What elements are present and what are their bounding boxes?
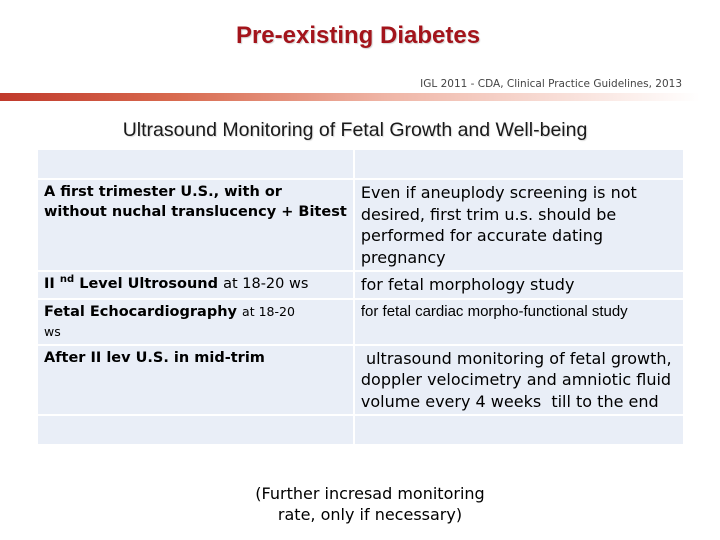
row-description: ultrasound monitoring of fetal growth, d… bbox=[360, 348, 677, 411]
title-divider bbox=[0, 93, 700, 101]
footnote-line: (Further incresad monitoring bbox=[255, 484, 485, 503]
row-description: Even if aneuplody screening is not desir… bbox=[360, 183, 637, 267]
table-footer-row bbox=[38, 416, 683, 444]
footnote-line: rate, only if necessary) bbox=[277, 505, 463, 524]
table-cell: II nd Level Ultrosound at 18-20 ws bbox=[38, 272, 353, 298]
table-cell: A first trimester U.S., with or without … bbox=[38, 180, 353, 270]
table-cell: Fetal Echocardiography at 18-20 ws bbox=[38, 299, 353, 344]
table-cell: After II lev U.S. in mid-trim bbox=[38, 345, 353, 414]
table-cell bbox=[352, 416, 683, 444]
table-cell: for fetal morphology study bbox=[352, 272, 683, 298]
label-prefix: II bbox=[44, 276, 55, 292]
table-row: II nd Level Ultrosound at 18-20 ws for f… bbox=[38, 272, 683, 298]
row-description: for fetal cardiac morpho-functional stud… bbox=[360, 302, 628, 320]
label-superscript: nd bbox=[59, 274, 75, 286]
guidelines-table: A first trimester U.S., with or without … bbox=[38, 148, 683, 446]
table-row: After II lev U.S. in mid-trim ultrasound… bbox=[38, 345, 683, 414]
label-suffix: at 18-20 ws bbox=[223, 276, 309, 292]
label-main: Level Ultrosound bbox=[79, 276, 218, 292]
table-cell: ultrasound monitoring of fetal growth, d… bbox=[352, 345, 683, 414]
label-line2: ws bbox=[44, 323, 61, 339]
table-header-row bbox=[38, 150, 683, 178]
section-heading: Ultrasound Monitoring of Fetal Growth an… bbox=[122, 119, 588, 141]
row-label: II nd Level Ultrosound at 18-20 ws bbox=[44, 274, 347, 294]
row-description: for fetal morphology study bbox=[360, 275, 575, 294]
table-cell bbox=[38, 150, 353, 178]
row-label: A first trimester U.S., with or without … bbox=[44, 184, 347, 220]
slide-title: Pre-existing Diabetes bbox=[235, 22, 481, 49]
label-suffix: at 18-20 bbox=[242, 303, 295, 319]
label-main: Fetal Echocardiography bbox=[44, 303, 237, 320]
table-cell bbox=[352, 150, 683, 178]
table-cell: Even if aneuplody screening is not desir… bbox=[352, 180, 683, 270]
row-label: Fetal Echocardiography at 18-20 ws bbox=[44, 302, 347, 342]
table-cell: for fetal cardiac morpho-functional stud… bbox=[352, 299, 683, 344]
footnote: (Further incresad monitoring rate, only … bbox=[210, 483, 530, 525]
table-row: Fetal Echocardiography at 18-20 ws for f… bbox=[38, 299, 683, 344]
table-cell bbox=[38, 416, 353, 444]
table-row: A first trimester U.S., with or without … bbox=[38, 180, 683, 270]
row-label: After II lev U.S. in mid-trim bbox=[44, 349, 265, 366]
citation: IGL 2011 - CDA, Clinical Practice Guidel… bbox=[420, 78, 682, 90]
